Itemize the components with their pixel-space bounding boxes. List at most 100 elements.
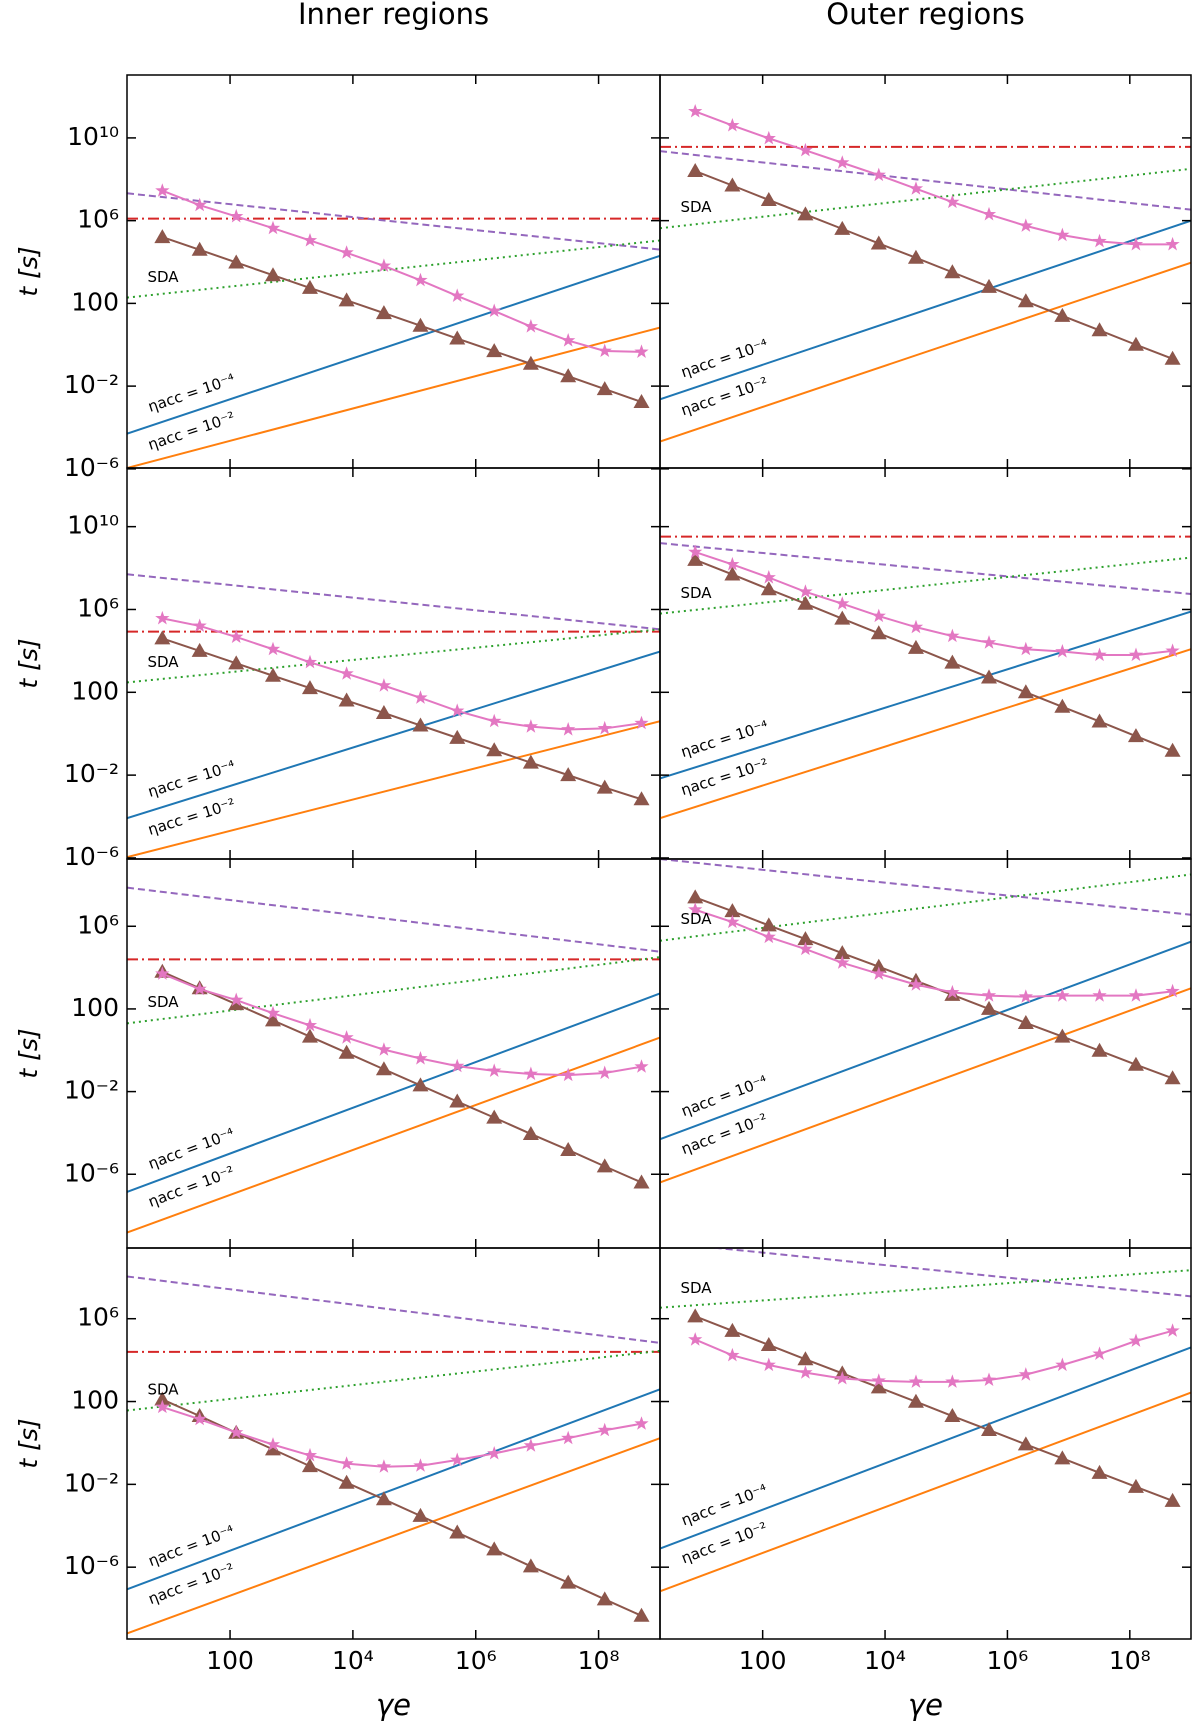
marker [450,703,465,717]
x-tick-label: 10⁴ [864,1646,906,1675]
marker [981,1422,998,1437]
marker [376,678,392,692]
marker [870,235,887,250]
marker [760,581,777,596]
series-line [694,558,1173,752]
marker [560,368,577,383]
marker [908,1374,924,1388]
marker [523,1438,538,1452]
marker [870,1379,887,1394]
series-line [660,940,1191,1141]
marker [449,729,466,744]
marker [798,1365,813,1379]
marker [724,177,741,192]
y-tick-label: 10⁻⁶ [64,453,119,482]
annotation: SDA [147,653,179,671]
marker [688,104,703,118]
marker [264,667,281,682]
marker [522,754,539,769]
marker [907,1393,924,1408]
series-line [660,556,1191,615]
series-line [660,1391,1191,1593]
panel [660,104,1191,443]
annotation: SDA [147,268,179,286]
panel [660,535,1191,820]
panel [127,183,660,468]
y-tick-label: 100 [71,676,119,705]
marker [835,1371,850,1385]
series-line [162,617,642,731]
y-axis-label: t [s] [14,638,43,688]
series-line [660,150,1191,211]
marker [265,220,281,235]
marker [945,628,960,643]
marker [725,1347,740,1362]
marker [981,278,998,293]
series-line [660,1346,1191,1550]
marker [487,1446,502,1460]
marker [1055,227,1070,242]
annotation: ηacc = 10⁻⁴ [146,757,238,801]
marker [301,279,318,294]
marker [633,1174,650,1189]
annotation: SDA [680,198,712,216]
series-line [660,987,1191,1184]
marker [596,1158,613,1173]
marker [375,1491,392,1506]
marker [688,902,703,916]
annotation: SDA [147,1380,179,1398]
series-line [694,1329,1173,1383]
marker [1054,698,1071,713]
x-tick-label: 10⁶ [455,1646,497,1675]
marker [981,1372,997,1386]
series-line [127,886,660,953]
series-line [660,648,1191,820]
annotation: ηacc = 10⁻² [146,408,237,454]
marker [1054,1450,1071,1465]
y-tick-label: 10⁻² [64,759,119,788]
marker [1092,233,1107,248]
marker [597,1065,612,1080]
series-line [127,1388,660,1591]
marker [192,1411,207,1426]
x-tick-label: 100 [739,1646,787,1675]
marker [1127,336,1144,351]
marker [412,717,429,732]
marker [724,1322,741,1337]
marker [155,183,170,197]
marker [871,1373,886,1387]
marker [835,155,850,169]
marker [1127,1478,1144,1493]
marker [339,1030,354,1044]
marker [797,206,814,221]
marker [797,1351,814,1366]
x-axis-label: γe [908,1688,943,1722]
marker [413,1051,428,1065]
marker [634,1059,649,1073]
marker [633,791,650,806]
marker [376,1459,392,1473]
marker [633,1607,650,1622]
marker [1165,983,1180,998]
x-tick-label: 100 [206,1646,254,1675]
marker [761,1357,776,1372]
marker [486,1541,503,1556]
marker [302,1017,318,1032]
marker [522,1558,539,1573]
marker [797,931,814,946]
marker [301,1028,318,1043]
x-tick-label: 10⁸ [1109,1646,1151,1675]
marker [1092,647,1107,662]
marker [1164,1492,1181,1507]
marker [1055,988,1070,1002]
annotation: ηacc = 10⁻⁴ [679,335,770,381]
marker [835,955,850,969]
marker [597,1422,612,1437]
panel [660,859,1191,1184]
marker [522,355,539,370]
marker [1164,742,1181,757]
series-line [660,859,1191,916]
marker [1128,236,1144,251]
marker [523,1066,538,1081]
